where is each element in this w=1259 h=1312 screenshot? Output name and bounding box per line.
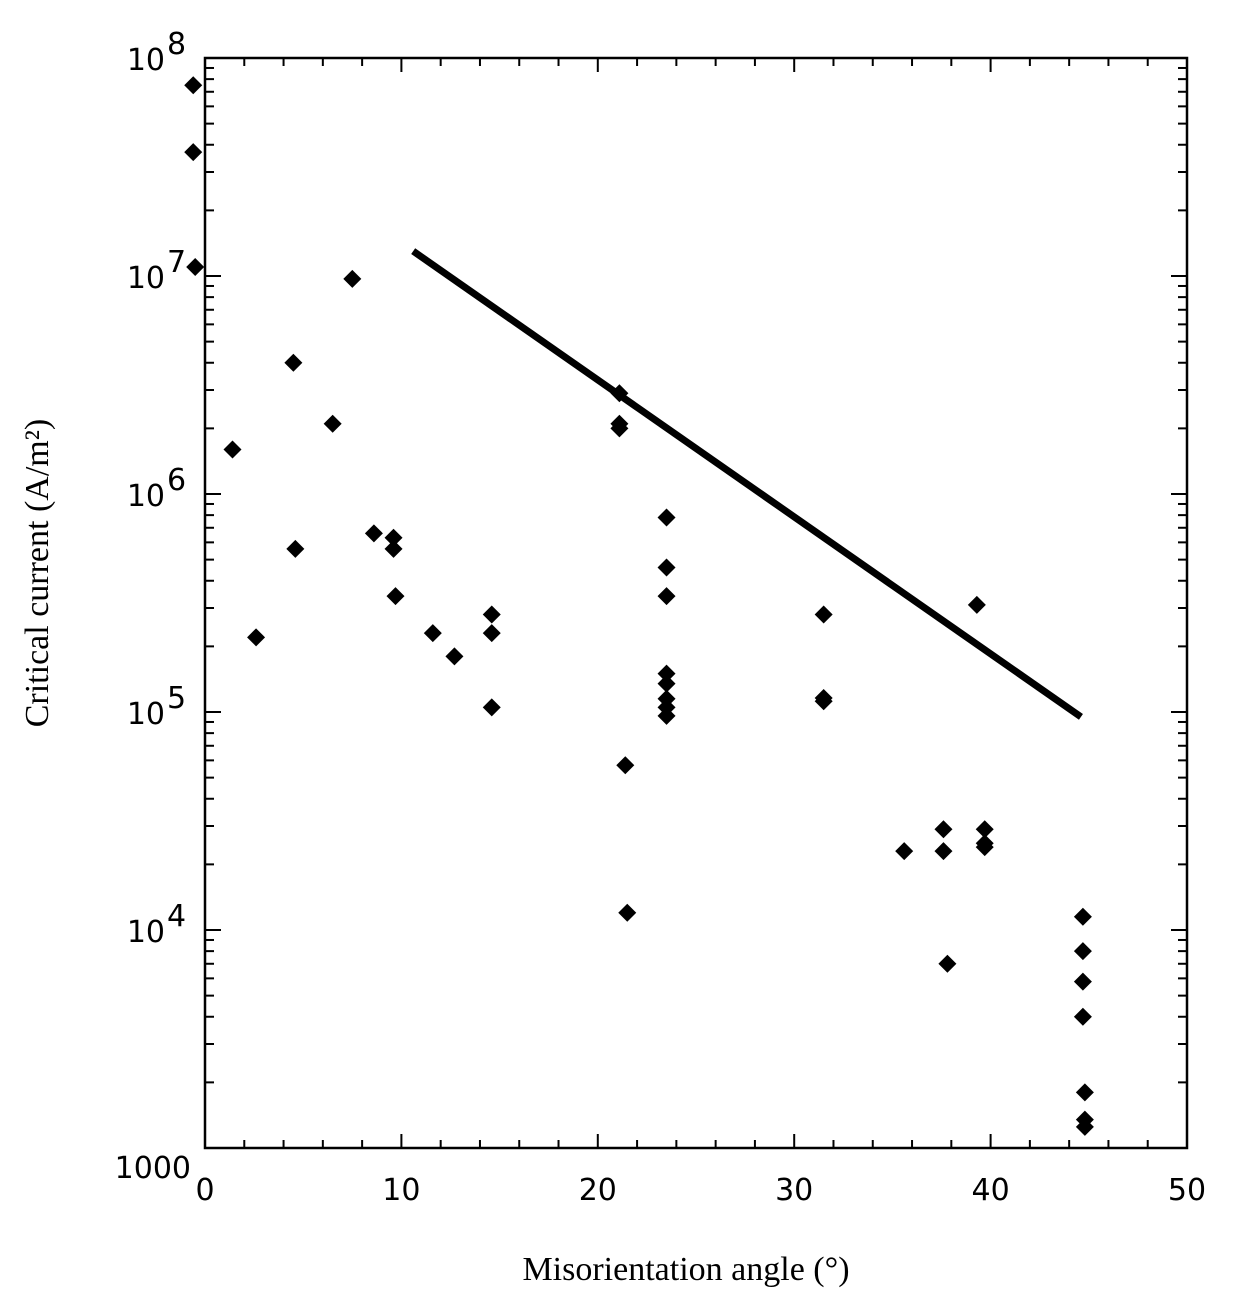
data-point [814, 692, 833, 711]
plot-frame [203, 56, 1189, 1150]
data-point [384, 528, 403, 547]
y-tick-label-exponent: 8 [167, 27, 186, 62]
y-tick-label: 10 [127, 697, 165, 732]
data-point [975, 838, 994, 857]
y-tick-label: 10 [127, 43, 165, 78]
data-point [610, 419, 629, 438]
data-point [186, 257, 205, 276]
data-point [482, 605, 501, 624]
y-tick-label-exponent: 6 [167, 463, 186, 498]
y-tick-label: 10 [127, 261, 165, 296]
data-point [364, 524, 383, 543]
data-point [482, 698, 501, 717]
x-tick-labels: 0 10 20 30 40 50 [195, 1173, 1206, 1208]
data-point [1073, 972, 1092, 991]
data-point [343, 269, 362, 288]
x-tick-label: 30 [775, 1173, 813, 1208]
data-point [384, 539, 403, 558]
data-point [814, 605, 833, 624]
data-point [247, 628, 266, 647]
data-point [657, 508, 676, 527]
data-point [616, 756, 635, 775]
y-tick-label: 1000 [115, 1151, 191, 1186]
x-tick-label: 10 [382, 1173, 420, 1208]
ticks-layer [204, 57, 1188, 1149]
data-point [286, 539, 305, 558]
data-point [386, 587, 405, 606]
data-point [445, 647, 464, 666]
x-tick-label: 20 [579, 1173, 617, 1208]
trend-line [411, 248, 1083, 720]
data-point [1073, 1007, 1092, 1026]
x-tick-label: 40 [972, 1173, 1010, 1208]
data-point [657, 674, 676, 693]
data-point [934, 842, 953, 861]
data-point [323, 414, 342, 433]
data-point [482, 624, 501, 643]
data-point [618, 903, 637, 922]
y-tick-label-exponent: 4 [167, 899, 186, 934]
y-tick-label: 10 [127, 915, 165, 950]
y-tick-label: 10 [127, 479, 165, 514]
data-point [1073, 907, 1092, 926]
data-point [975, 820, 994, 839]
y-tick-label-exponent: 7 [167, 245, 186, 280]
data-point [184, 143, 203, 162]
data-point [934, 820, 953, 839]
x-axis-title: Misorientation angle (°) [522, 1251, 849, 1288]
data-point [895, 842, 914, 861]
y-axis-title: Critical current (A/m²) [19, 419, 56, 728]
data-point [184, 76, 203, 95]
y-tick-label-exponent: 5 [167, 681, 186, 716]
data-point [284, 353, 303, 372]
data-point [657, 558, 676, 577]
data-point [657, 664, 676, 683]
x-tick-label: 0 [195, 1173, 214, 1208]
data-point [423, 624, 442, 643]
data-point [657, 587, 676, 606]
data-point [1075, 1083, 1094, 1102]
data-point [657, 706, 676, 725]
data-point [223, 440, 242, 459]
data-point [1073, 942, 1092, 961]
data-point [938, 954, 957, 973]
data-point [1075, 1117, 1094, 1136]
data-point [967, 595, 986, 614]
data-marks [184, 76, 1094, 1136]
x-tick-label: 50 [1168, 1173, 1206, 1208]
